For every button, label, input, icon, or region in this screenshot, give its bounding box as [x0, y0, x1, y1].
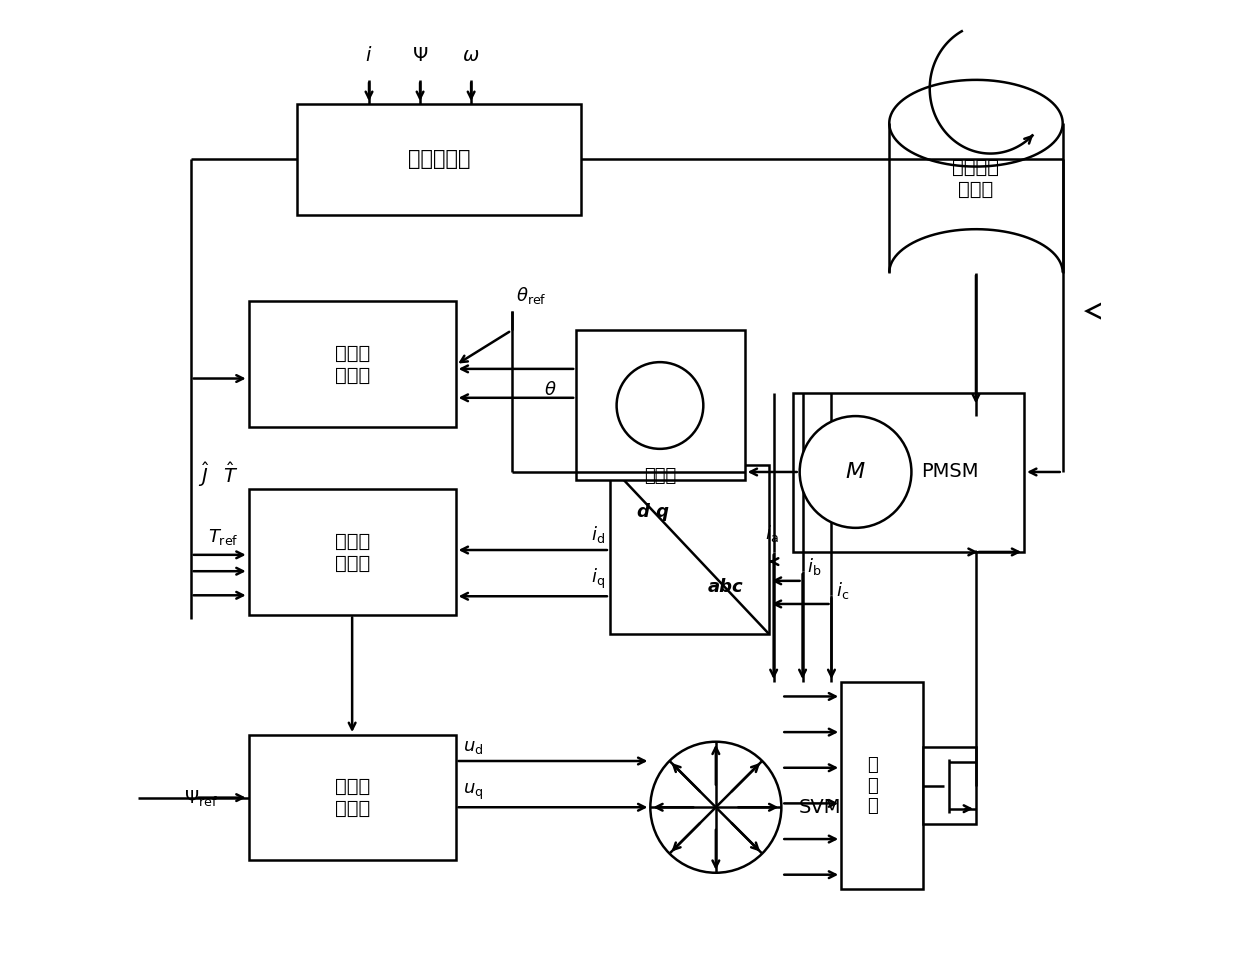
Text: $i_{\rm c}$: $i_{\rm c}$: [836, 580, 850, 601]
Text: $M$: $M$: [845, 462, 866, 482]
Text: $i_{\rm q}$: $i_{\rm q}$: [591, 567, 605, 591]
Bar: [923, 747, 976, 824]
Text: 磁链反
推控制: 磁链反 推控制: [335, 777, 369, 818]
Bar: [249, 735, 456, 860]
Bar: [841, 682, 923, 890]
Bar: [610, 465, 769, 634]
Text: 指数遗忘法: 指数遗忘法: [408, 149, 470, 170]
Text: $\hat{J}$: $\hat{J}$: [197, 460, 209, 489]
Text: 机械弹性
储能箱: 机械弹性 储能箱: [953, 158, 1000, 199]
Text: $\theta_{\rm ref}$: $\theta_{\rm ref}$: [517, 285, 548, 306]
Circle shape: [799, 416, 912, 528]
Text: 转矩反
推控制: 转矩反 推控制: [335, 531, 369, 573]
Text: $T_{\rm ref}$: $T_{\rm ref}$: [208, 527, 239, 547]
Text: $u_{\rm q}$: $u_{\rm q}$: [463, 782, 483, 802]
Circle shape: [650, 741, 782, 873]
Text: $u_{\rm d}$: $u_{\rm d}$: [463, 738, 483, 756]
Text: 编码器: 编码器: [644, 467, 676, 484]
Circle shape: [617, 362, 704, 449]
Text: $\Psi_{\rm ref}$: $\Psi_{\rm ref}$: [183, 788, 218, 807]
Text: PMSM: PMSM: [921, 462, 979, 482]
Text: $i_{\rm d}$: $i_{\rm d}$: [591, 524, 605, 546]
Bar: [249, 489, 456, 614]
Text: abc: abc: [709, 578, 743, 596]
Text: 变
频
器: 变 频 器: [867, 756, 877, 815]
Text: $i$: $i$: [366, 47, 373, 65]
Text: 转角反
推控制: 转角反 推控制: [335, 344, 369, 385]
Text: $\Psi$: $\Psi$: [411, 47, 429, 65]
Bar: [297, 104, 581, 215]
Text: $i_{\rm b}$: $i_{\rm b}$: [808, 556, 821, 577]
Text: $\omega$: $\omega$: [462, 47, 479, 65]
Text: $i_{\rm a}$: $i_{\rm a}$: [764, 523, 778, 545]
Text: d q: d q: [637, 504, 669, 521]
Text: $\theta$: $\theta$: [544, 381, 556, 399]
Bar: [793, 393, 1025, 552]
Polygon shape: [1087, 297, 1116, 326]
Text: $\hat{T}$: $\hat{T}$: [223, 462, 238, 487]
Text: SVM: SVM: [799, 797, 841, 817]
Bar: [576, 330, 745, 480]
Bar: [249, 301, 456, 426]
